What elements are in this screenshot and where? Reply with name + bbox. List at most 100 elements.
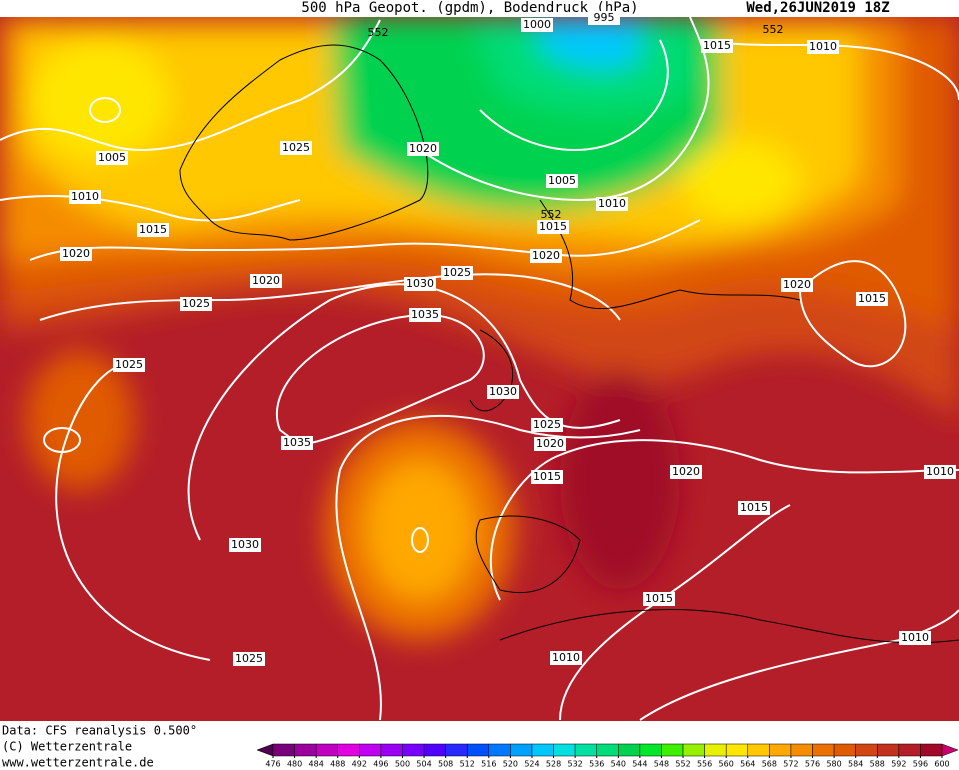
isobar-label: 1010 bbox=[807, 40, 839, 54]
label-text: 1025 bbox=[533, 418, 561, 431]
label-text: 1020 bbox=[252, 274, 280, 287]
isobar-label: 995 bbox=[588, 11, 620, 25]
colorbar-cell bbox=[402, 743, 425, 757]
isobar-label: 1015 bbox=[701, 39, 733, 53]
isobar-label: 1020 bbox=[530, 249, 562, 263]
label-box bbox=[487, 385, 519, 399]
colorbar-cell bbox=[294, 743, 317, 757]
label-box bbox=[407, 142, 439, 156]
label-box bbox=[531, 470, 563, 484]
isobar-label: 1025 bbox=[113, 358, 145, 372]
colorbar-label: 500 bbox=[395, 760, 410, 769]
label-text: 1010 bbox=[809, 40, 837, 53]
isobar-label: 1025 bbox=[233, 652, 265, 666]
colorbar-label: 548 bbox=[654, 760, 669, 769]
label-box bbox=[281, 436, 313, 450]
label-box bbox=[530, 249, 562, 263]
label-box bbox=[441, 266, 473, 280]
colorbar-label: 520 bbox=[503, 760, 518, 769]
label-text: 1030 bbox=[489, 385, 517, 398]
colorbar-label: 572 bbox=[783, 760, 798, 769]
label-box bbox=[409, 308, 441, 322]
label-text: 1020 bbox=[783, 278, 811, 291]
isobar-label: 1015 bbox=[137, 223, 169, 237]
label-box bbox=[781, 278, 813, 292]
colorbar-arrow-high bbox=[941, 743, 959, 757]
isobar-label: 1010 bbox=[596, 197, 628, 211]
label-text: 552 bbox=[541, 208, 562, 221]
isobar-label: 1010 bbox=[69, 190, 101, 204]
label-box bbox=[404, 277, 436, 291]
label-box bbox=[229, 538, 261, 552]
label-box bbox=[521, 18, 553, 32]
colorbar-label: 564 bbox=[740, 760, 755, 769]
colorbar-label: 568 bbox=[762, 760, 777, 769]
label-text: 1015 bbox=[703, 39, 731, 52]
label-box bbox=[899, 631, 931, 645]
label-text: 1020 bbox=[672, 465, 700, 478]
label-box bbox=[701, 39, 733, 53]
colorbar-cell bbox=[661, 743, 684, 757]
colorbar-cell bbox=[596, 743, 619, 757]
label-box bbox=[537, 220, 569, 234]
colorbar-cell bbox=[488, 743, 511, 757]
isobar-label: 1020 bbox=[250, 274, 282, 288]
colorbar-cell bbox=[812, 743, 835, 757]
colorbar-label: 476 bbox=[265, 760, 280, 769]
isobar-label: 1015 bbox=[531, 470, 563, 484]
label-text: 1025 bbox=[115, 358, 143, 371]
isobar-label: 1005 bbox=[96, 151, 128, 165]
colorbar-cell bbox=[769, 743, 792, 757]
colorbar-label: 600 bbox=[934, 760, 949, 769]
label-text: 1025 bbox=[443, 266, 471, 279]
colorbar-label: 480 bbox=[287, 760, 302, 769]
label-text: 552 bbox=[368, 26, 389, 39]
colorbar-cell bbox=[877, 743, 900, 757]
isobar-label: 1035 bbox=[281, 436, 313, 450]
label-text: 1015 bbox=[858, 292, 886, 305]
isobar-label: 1010 bbox=[550, 651, 582, 665]
colorbar-label: 596 bbox=[913, 760, 928, 769]
isobar-label: 1025 bbox=[280, 141, 312, 155]
isobar-label: 1035 bbox=[409, 308, 441, 322]
label-box bbox=[807, 40, 839, 54]
isobar-label: 1030 bbox=[404, 277, 436, 291]
label-text: 1010 bbox=[901, 631, 929, 644]
colorbar-cell bbox=[466, 743, 490, 757]
label-text: 1020 bbox=[409, 142, 437, 155]
colorbar-label: 552 bbox=[675, 760, 690, 769]
isobar-label: 1015 bbox=[643, 592, 675, 606]
label-text: 1015 bbox=[539, 220, 567, 233]
colorbar-label: 560 bbox=[719, 760, 734, 769]
isobar-label: 552 bbox=[368, 26, 389, 39]
colorbar-label: 532 bbox=[567, 760, 582, 769]
label-text: 1015 bbox=[533, 470, 561, 483]
isobar-label: 1020 bbox=[534, 437, 566, 451]
colorbar-cell bbox=[337, 743, 360, 757]
isobar-label: 1015 bbox=[856, 292, 888, 306]
field bbox=[0, 17, 959, 721]
colorbar-label: 528 bbox=[546, 760, 561, 769]
label-text: 1025 bbox=[182, 297, 210, 310]
colorbar-label: 516 bbox=[481, 760, 496, 769]
isobar-label: 1025 bbox=[441, 266, 473, 280]
colorbar-cell bbox=[272, 743, 295, 757]
isobar-label: 552 bbox=[541, 208, 562, 221]
label-text: 1010 bbox=[926, 465, 954, 478]
colorbar-cell bbox=[682, 743, 705, 757]
isobar-label: 1015 bbox=[537, 220, 569, 234]
colorbar-cell bbox=[725, 743, 749, 757]
colorbar-label: 524 bbox=[524, 760, 539, 769]
isobar-label: 1010 bbox=[899, 631, 931, 645]
label-text: 995 bbox=[594, 11, 615, 24]
label-text: 1025 bbox=[282, 141, 310, 154]
colorbar-cell bbox=[553, 743, 576, 757]
label-text: 1025 bbox=[235, 652, 263, 665]
label-box bbox=[856, 292, 888, 306]
label-box bbox=[596, 197, 628, 211]
label-text: 1015 bbox=[645, 592, 673, 605]
footer-source: Data: CFS reanalysis 0.500° bbox=[2, 724, 197, 738]
colorbar-cell bbox=[747, 743, 770, 757]
colorbar-cell bbox=[445, 743, 468, 757]
label-text: 1020 bbox=[62, 247, 90, 260]
